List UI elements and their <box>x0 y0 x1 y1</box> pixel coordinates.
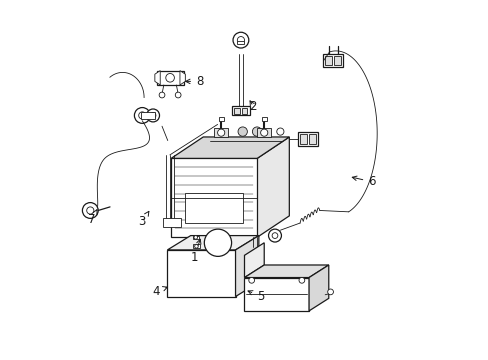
Bar <box>257 128 271 137</box>
Circle shape <box>82 203 98 219</box>
Circle shape <box>260 129 267 136</box>
Polygon shape <box>308 265 328 311</box>
Circle shape <box>86 207 94 214</box>
Bar <box>192 244 200 248</box>
Text: 1: 1 <box>190 239 201 264</box>
Bar <box>323 54 343 67</box>
Bar <box>185 193 242 223</box>
Text: 2: 2 <box>249 100 257 113</box>
Circle shape <box>204 229 231 256</box>
Bar <box>237 41 244 44</box>
Bar <box>325 56 332 65</box>
Circle shape <box>237 37 244 44</box>
Circle shape <box>134 108 150 123</box>
Bar <box>231 107 249 116</box>
Circle shape <box>194 244 198 248</box>
Bar <box>241 108 247 114</box>
Bar <box>156 71 183 85</box>
Text: 6: 6 <box>351 175 375 188</box>
Bar <box>244 278 308 311</box>
Circle shape <box>175 92 181 98</box>
Polygon shape <box>180 71 185 85</box>
Polygon shape <box>167 235 258 250</box>
Polygon shape <box>244 265 328 278</box>
Text: 4: 4 <box>152 285 167 298</box>
Bar <box>234 108 240 114</box>
Circle shape <box>217 129 224 136</box>
Circle shape <box>248 278 254 283</box>
Circle shape <box>268 229 281 242</box>
Text: 3: 3 <box>138 211 148 228</box>
Circle shape <box>238 127 247 136</box>
Polygon shape <box>257 137 289 237</box>
Circle shape <box>327 289 333 295</box>
Circle shape <box>298 278 304 283</box>
Polygon shape <box>155 71 160 85</box>
Text: 8: 8 <box>185 75 203 88</box>
Circle shape <box>150 113 156 118</box>
Bar <box>298 132 317 146</box>
Bar <box>333 56 341 65</box>
Circle shape <box>276 128 284 135</box>
Circle shape <box>159 92 164 98</box>
Text: 5: 5 <box>247 290 264 303</box>
Polygon shape <box>244 243 264 278</box>
Circle shape <box>233 32 248 48</box>
Bar <box>163 218 180 226</box>
Bar <box>214 128 228 137</box>
Circle shape <box>271 233 277 238</box>
Circle shape <box>146 109 159 122</box>
Circle shape <box>139 112 145 119</box>
Bar <box>300 134 306 144</box>
Bar <box>218 117 223 121</box>
Bar <box>308 134 316 144</box>
Bar <box>167 250 235 297</box>
Polygon shape <box>171 137 289 158</box>
Bar <box>192 235 199 239</box>
Circle shape <box>165 73 174 82</box>
Bar <box>261 117 266 121</box>
Polygon shape <box>235 235 258 297</box>
Bar <box>171 158 257 237</box>
Circle shape <box>194 235 197 239</box>
Text: 7: 7 <box>88 210 97 226</box>
Circle shape <box>252 127 261 136</box>
Bar <box>140 112 155 119</box>
